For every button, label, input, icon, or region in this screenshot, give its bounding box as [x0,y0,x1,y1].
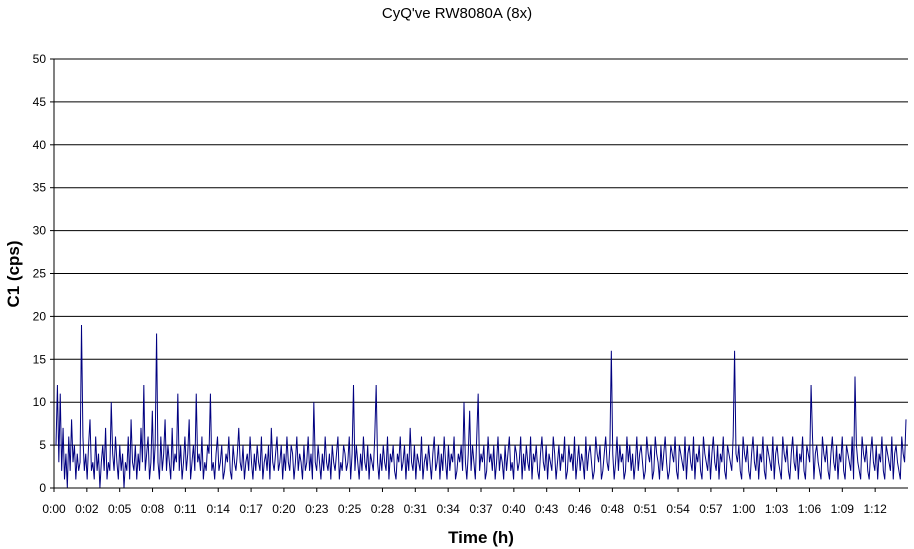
x-tick-label: 1:12 [863,502,887,516]
x-tick-label: 0:02 [75,502,99,516]
x-tick-label: 1:03 [765,502,789,516]
y-tick-label: 5 [39,438,46,452]
y-tick-label: 20 [33,309,47,323]
x-tick-label: 1:06 [798,502,822,516]
x-tick-labels: 0:00 0:02 0:05 0:08 0:11 0:14 0:17 0:20 0:23 0:25… [42,488,887,516]
y-tick-label: 35 [33,181,47,195]
series-layer [55,324,907,489]
y-axis-title: C1 (cps) [4,240,23,307]
x-tick-label: 0:20 [272,502,296,516]
x-tick-label: 0:34 [436,502,460,516]
x-tick-label: 0:51 [634,502,658,516]
x-tick-label: 0:37 [469,502,493,516]
x-tick-label: 1:09 [831,502,855,516]
y-tick-label: 25 [33,267,47,281]
x-tick-label: 0:17 [239,502,263,516]
x-tick-label: 0:25 [338,502,362,516]
x-tick-label: 0:00 [42,502,66,516]
y-tick-label: 10 [33,395,47,409]
x-tick-label: 0:31 [404,502,428,516]
y-tick-label: 50 [33,52,47,66]
x-tick-label: 0:08 [141,502,165,516]
x-tick-label: 0:11 [174,502,197,516]
x-tick-label: 0:57 [699,502,723,516]
x-tick-label: 1:00 [732,502,756,516]
x-tick-label: 0:43 [535,502,559,516]
y-tick-label: 15 [33,352,47,366]
x-axis-title: Time (h) [448,528,514,547]
x-tick-label: 0:40 [502,502,526,516]
chart-title: CyQ've RW8080A (8x) [381,5,533,22]
x-tick-label: 0:54 [666,502,690,516]
y-tick-label: 45 [33,95,47,109]
x-tick-label: 0:46 [568,502,592,516]
axes [53,59,908,489]
y-tick-labels: 0 5 10 15 20 25 30 35 40 45 50 [33,52,47,495]
y-tick-label: 0 [39,481,46,495]
x-tick-label: 0:14 [207,502,231,516]
x-tick-label: 0:23 [305,502,329,516]
series-line-0 [55,324,907,489]
x-tick-label: 0:28 [371,502,395,516]
y-tick-label: 40 [33,138,47,152]
x-tick-label: 0:05 [108,502,132,516]
x-tick-label: 0:48 [601,502,625,516]
y-tick-label: 30 [33,224,47,238]
